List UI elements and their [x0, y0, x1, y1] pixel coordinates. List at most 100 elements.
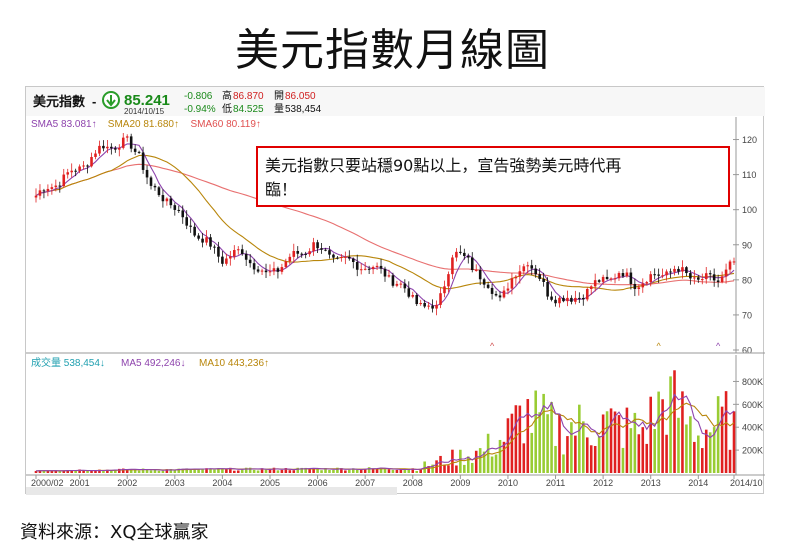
candle-body [490, 287, 494, 294]
candle [431, 299, 434, 313]
x-tick-label: 2002 [117, 478, 137, 488]
candle-body [697, 277, 700, 280]
candle-body [609, 278, 613, 280]
candle [348, 250, 351, 261]
candle [221, 251, 224, 267]
volume-bar [593, 445, 597, 473]
candle [474, 264, 478, 272]
candle-body [371, 267, 375, 270]
volume-bar [582, 421, 585, 473]
volume-bar [574, 435, 577, 473]
volume-bar [518, 405, 522, 473]
candle-body [673, 268, 676, 272]
volume-bar [482, 451, 486, 473]
candle [201, 233, 204, 248]
candle-body [320, 248, 323, 250]
volume-bar [316, 468, 319, 473]
x-tick-label: 2014/10 [730, 478, 763, 488]
candle [490, 284, 494, 300]
chart-svg: 美元指數 - 85.241 -0.806 -0.94% 2014/10/15 高… [26, 87, 765, 495]
candle [486, 281, 490, 289]
scrollbar-track[interactable] [26, 487, 397, 495]
volume-bar [502, 441, 506, 473]
candle-body [355, 262, 359, 270]
candle-body [530, 265, 534, 269]
x-axis: 2000/02 2001 2002 2003 2004 2005 2006 2007 2008 2… [31, 475, 763, 488]
candle [233, 245, 236, 260]
candle-body [435, 304, 438, 309]
candle-body [431, 305, 434, 309]
candle-body [78, 166, 81, 171]
candle [383, 266, 387, 282]
volume-bar [522, 443, 526, 473]
candle-body [689, 273, 692, 279]
volume-bar [597, 436, 601, 473]
volume-bar [292, 470, 296, 473]
candle [229, 250, 232, 266]
candle [46, 184, 50, 197]
candle [617, 271, 621, 281]
volume-bar [704, 429, 708, 473]
volume-bar [129, 469, 133, 473]
candle-body [193, 226, 196, 236]
volume-bar [225, 468, 228, 473]
candle-body [165, 198, 169, 202]
volume-bar [157, 470, 161, 473]
volume-bar [681, 391, 684, 473]
candle-body [506, 288, 510, 291]
quote-low-label: 低 [222, 102, 232, 115]
candle-body [641, 283, 645, 288]
candle-body [98, 145, 101, 154]
candle-body [546, 281, 549, 297]
candle-body [566, 297, 569, 302]
candle [185, 210, 188, 230]
volume-bar [621, 447, 625, 473]
ma-legend-sma60: SMA60 80.119↑ [191, 119, 261, 130]
candle [447, 271, 450, 293]
candle-body [280, 267, 284, 272]
quote-dash: - [92, 94, 96, 109]
sma60-line [35, 163, 735, 286]
candle-body [110, 146, 113, 149]
volume-bar [375, 468, 379, 473]
x-tick-label: 2012 [593, 478, 613, 488]
candle-body [605, 276, 609, 280]
candle [193, 223, 196, 238]
candle [601, 274, 605, 285]
volume-bar [328, 469, 331, 473]
candle [86, 164, 89, 174]
volume-bar [510, 413, 514, 473]
volume-bar [629, 428, 633, 473]
candle-body [514, 276, 518, 279]
volume-bar [712, 427, 716, 473]
candle-body [657, 274, 660, 276]
page-title: 美元指數月線圖 [235, 25, 550, 76]
candle [125, 134, 129, 142]
volume-bar [379, 467, 383, 473]
candle [470, 252, 474, 273]
candle-body [621, 273, 625, 277]
volume-bar [276, 470, 280, 473]
candle-body [332, 254, 335, 258]
candle-body [66, 172, 70, 175]
candle-body [177, 209, 181, 211]
candle [589, 285, 593, 295]
candle-body [133, 148, 137, 152]
candle [697, 275, 700, 283]
volume-bar [546, 414, 549, 473]
candle [637, 284, 641, 296]
volume-bar [50, 470, 54, 473]
candle [114, 146, 117, 153]
candle-body [661, 275, 664, 277]
candle-body [669, 271, 672, 273]
candle-body [510, 278, 514, 289]
ma-legend-sma5: SMA5 83.081↑ [31, 119, 97, 130]
candle [546, 277, 549, 300]
volume-bar [240, 468, 244, 473]
volume-bar [161, 470, 165, 473]
volume-bar [312, 468, 315, 473]
candle [173, 202, 177, 216]
candle-body [340, 256, 343, 258]
candle-body [466, 256, 470, 258]
candle [375, 262, 379, 270]
